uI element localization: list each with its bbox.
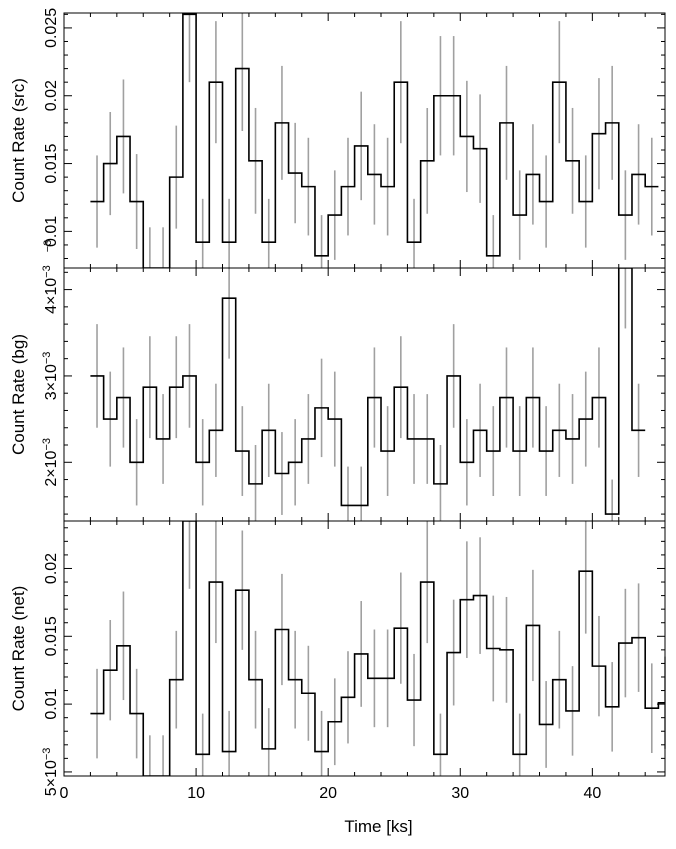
y-tick-label: 0.01 bbox=[43, 216, 60, 247]
y-axis-label: Count Rate (bg) bbox=[9, 334, 28, 455]
x-tick-label: 30 bbox=[451, 785, 469, 802]
panel-2: 2×10−3 3×10−3 4×10−3 Count Rate (bg) bbox=[9, 265, 666, 522]
y-tick-label: 0.015 bbox=[43, 616, 60, 656]
panel-frame bbox=[63, 12, 666, 269]
y-tick-label: 0.02 bbox=[43, 553, 60, 584]
y-axis-label: Count Rate (net) bbox=[9, 586, 28, 712]
rate-step-line bbox=[90, 268, 646, 515]
rate-step-line bbox=[90, 521, 665, 776]
y-tick-label: 2×10−3 bbox=[41, 438, 60, 487]
y-tick-label: 0.01 bbox=[43, 688, 60, 719]
x-axis-label: Time [ks] bbox=[344, 817, 412, 836]
y-tick-label: 5×10−3 bbox=[41, 748, 60, 797]
y-tick-label: 0.02 bbox=[43, 80, 60, 111]
x-tick-label: 10 bbox=[187, 785, 205, 802]
x-tick-label: 40 bbox=[583, 785, 601, 802]
x-tick-label: 20 bbox=[319, 785, 337, 802]
panel-1: 0.01 0.015 0.02 0.025 −3 Count Rate (src) bbox=[9, 8, 666, 269]
y-tick-label: 0.025 bbox=[43, 8, 60, 48]
panel-3: 5×10−3 0.01 0.015 0.02 Count Rate (net) bbox=[9, 520, 666, 797]
y-tick-label: 4×10−3 bbox=[41, 265, 60, 314]
y-tick-label: 3×10−3 bbox=[41, 352, 60, 401]
y-exponent-label: −3 bbox=[42, 240, 54, 253]
rate-step-line bbox=[90, 13, 659, 268]
panel-frame bbox=[63, 267, 666, 522]
x-tick-label: 0 bbox=[60, 785, 69, 802]
y-axis-label: Count Rate (src) bbox=[9, 78, 28, 203]
y-tick-label: 0.015 bbox=[43, 143, 60, 183]
panel-frame bbox=[63, 520, 666, 777]
